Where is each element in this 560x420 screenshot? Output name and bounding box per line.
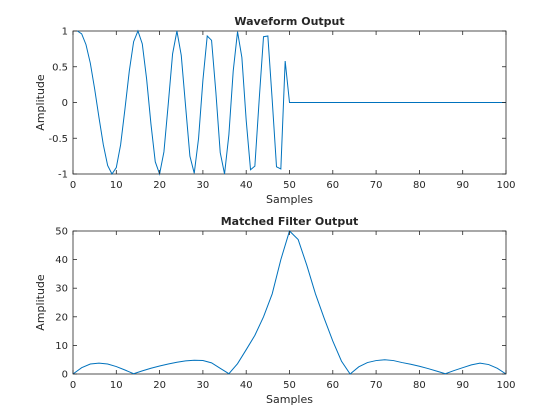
- x-tick-label: 100: [496, 180, 515, 191]
- y-tick-label: -0.5: [48, 134, 68, 145]
- x-tick-label: 90: [456, 380, 469, 391]
- x-tick-label: 60: [326, 180, 339, 191]
- x-tick-label: 0: [70, 380, 76, 391]
- y-tick-label: 0: [62, 370, 68, 381]
- x-tick-label: 40: [240, 380, 253, 391]
- x-tick-label: 100: [496, 380, 515, 391]
- y-tick-label: 1: [62, 27, 68, 38]
- x-tick-label: 0: [70, 180, 76, 191]
- x-tick-label: 30: [197, 380, 210, 391]
- x-tick-label: 50: [283, 380, 296, 391]
- waveform-output-chart: 0 10 20 30 40 50 60 70 80 90 100 -1 -0.5 0 0.5 1 Wavefor…: [34, 15, 516, 206]
- y-tick-label: 50: [55, 227, 68, 238]
- y-tick-label: 40: [55, 255, 68, 266]
- y-axis-label: Amplitude: [34, 74, 47, 131]
- chart-title: Waveform Output: [234, 15, 344, 28]
- x-tick-label: 70: [370, 380, 383, 391]
- x-tick-label: 20: [153, 180, 166, 191]
- x-tick-label: 30: [197, 180, 210, 191]
- y-tick-label: 20: [55, 312, 68, 323]
- y-tick-label: 10: [55, 341, 68, 352]
- x-tick-label: 20: [153, 380, 166, 391]
- y-tick-label: -1: [58, 170, 68, 181]
- series-line: [77, 29, 506, 176]
- x-tick-label: 90: [456, 180, 469, 191]
- x-tick-label: 80: [413, 180, 426, 191]
- y-tick-label: 0: [62, 98, 68, 109]
- x-tick-label: 40: [240, 180, 253, 191]
- y-tick-label: 30: [55, 284, 68, 295]
- x-tick-label: 50: [283, 180, 296, 191]
- x-tick-label: 10: [110, 180, 123, 191]
- x-tick-label: 60: [326, 380, 339, 391]
- chart-title: Matched Filter Output: [221, 215, 359, 228]
- x-axis-label: Samples: [266, 393, 313, 406]
- axes-frame: [72, 230, 507, 375]
- y-axis-label: Amplitude: [34, 274, 47, 331]
- x-tick-label: 70: [370, 180, 383, 191]
- y-tick-label: 0.5: [52, 62, 68, 73]
- x-tick-label: 80: [413, 380, 426, 391]
- x-axis-label: Samples: [266, 193, 313, 206]
- matched-filter-output-chart: 0 10 20 30 40 50 60 70 80 90 100 0 10 20 30 40 50 Matched…: [34, 215, 516, 406]
- x-tick-label: 10: [110, 380, 123, 391]
